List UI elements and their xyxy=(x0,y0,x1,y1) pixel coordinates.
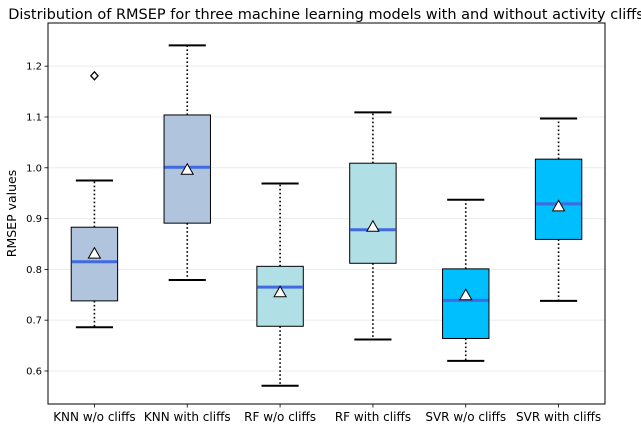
y-axis-ticks: 0.6 0.7 0.8 0.9 1.0 1.1 1.2 xyxy=(26,62,48,377)
mean-marker xyxy=(458,288,473,301)
box-group xyxy=(70,70,119,329)
plot-area-frame xyxy=(47,22,606,405)
outlier-marker xyxy=(89,70,99,81)
box-iqr xyxy=(534,158,583,240)
box-layer xyxy=(70,44,583,387)
box-group xyxy=(256,182,304,387)
y-tick-label: 1.0 xyxy=(26,163,42,174)
box-group xyxy=(349,111,397,341)
x-tick-label: RF with cliffs xyxy=(335,410,411,424)
mean-marker xyxy=(273,285,287,298)
x-tick-label: SVR w/o cliffs xyxy=(425,410,506,424)
y-tick-label: 1.2 xyxy=(26,62,42,73)
box-group xyxy=(442,198,490,362)
box-group xyxy=(163,44,211,282)
x-axis-ticks: KNN w/o cliffs KNN with cliffs RF w/o clif… xyxy=(53,404,601,424)
y-tick-label: 0.7 xyxy=(26,316,42,327)
x-tick-label: KNN w/o cliffs xyxy=(53,410,135,424)
mean-marker xyxy=(87,246,102,259)
y-tick-label: 0.6 xyxy=(26,366,42,377)
x-tick-label: RF w/o cliffs xyxy=(244,410,316,424)
x-tick-label: SVR with cliffs xyxy=(516,410,601,424)
x-tick-label: KNN with cliffs xyxy=(144,410,231,424)
box-group xyxy=(534,117,583,302)
y-axis-label: RMSEP values xyxy=(4,170,19,257)
y-tick-label: 0.8 xyxy=(26,265,42,276)
grid-layer xyxy=(48,65,605,372)
y-tick-label: 1.1 xyxy=(26,112,42,123)
box-iqr xyxy=(442,268,490,339)
box-iqr xyxy=(349,162,397,264)
y-tick-label: 0.9 xyxy=(26,214,42,225)
chart-title: Distribution of RMSEP for three machine … xyxy=(8,7,641,23)
mean-marker xyxy=(180,162,195,175)
mean-marker xyxy=(366,219,380,232)
box-iqr xyxy=(70,226,119,302)
mean-marker xyxy=(551,199,566,212)
